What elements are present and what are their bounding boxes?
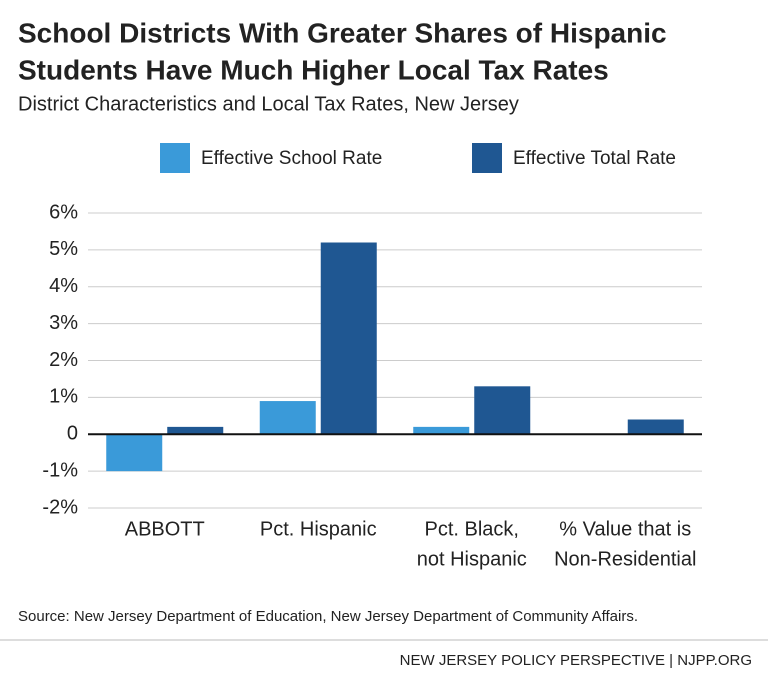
bar <box>320 242 377 435</box>
y-tick-label: 0 <box>67 423 78 445</box>
y-tick-label: 5% <box>49 238 78 260</box>
y-tick-label: 3% <box>49 312 78 334</box>
x-tick-label: ABBOTT <box>125 518 205 540</box>
bar <box>259 401 316 435</box>
x-tick-label: Pct. Hispanic <box>260 518 377 540</box>
x-tick-label: % Value that is <box>559 518 691 540</box>
bar <box>474 386 531 435</box>
bar <box>106 434 163 472</box>
x-tick-label: not Hispanic <box>417 548 527 570</box>
legend-label: Effective Total Rate <box>513 148 676 169</box>
chart-subtitle: District Characteristics and Local Tax R… <box>18 93 519 115</box>
y-tick-label: -2% <box>42 496 78 518</box>
source-note: Source: New Jersey Department of Educati… <box>18 608 638 625</box>
legend-label: Effective School Rate <box>201 148 382 169</box>
chart-title: Students Have Much Higher Local Tax Rate… <box>18 54 609 85</box>
legend-swatch <box>160 143 190 173</box>
legend-swatch <box>472 143 502 173</box>
credit: NEW JERSEY POLICY PERSPECTIVE | NJPP.ORG <box>400 652 752 669</box>
bar <box>167 426 224 435</box>
x-tick-label: Pct. Black, <box>425 518 519 540</box>
y-tick-label: -1% <box>42 459 78 481</box>
y-tick-label: 1% <box>49 386 78 408</box>
chart-title: School Districts With Greater Shares of … <box>18 17 667 48</box>
bar <box>413 426 470 435</box>
y-tick-label: 2% <box>49 349 78 371</box>
bar <box>627 419 684 435</box>
y-tick-label: 4% <box>49 275 78 297</box>
y-tick-label: 6% <box>49 201 78 223</box>
x-tick-label: Non-Residential <box>554 548 696 570</box>
